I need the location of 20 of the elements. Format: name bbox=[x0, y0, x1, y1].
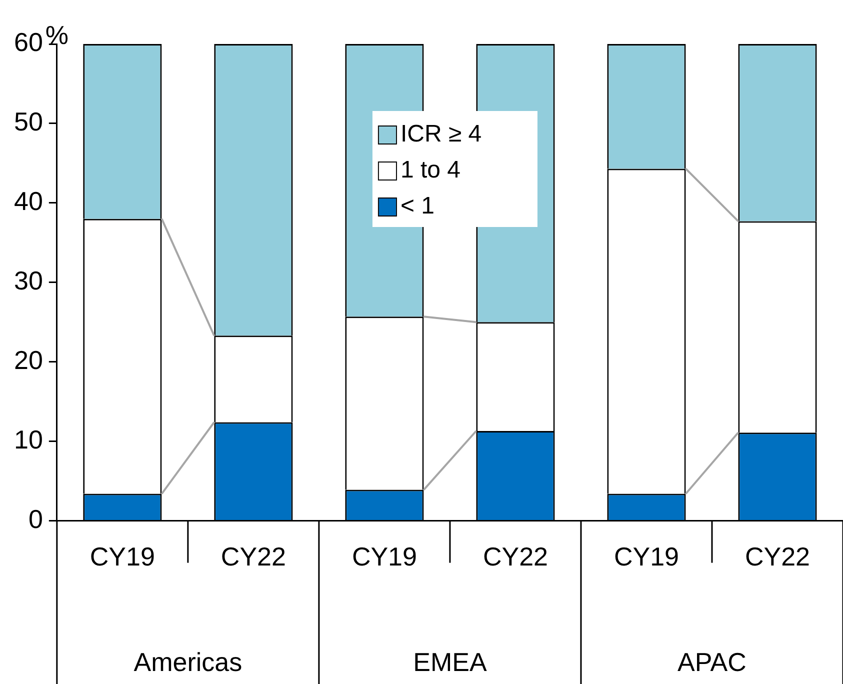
x-tick-label: CY22 bbox=[482, 542, 548, 572]
y-tick-label: 40 bbox=[14, 186, 43, 216]
y-tick-label: 50 bbox=[14, 106, 43, 137]
legend-label: ICR ≥ 4 bbox=[400, 120, 482, 148]
text: APAC bbox=[678, 647, 746, 678]
x-tick-label: CY19 bbox=[614, 542, 680, 572]
x-tick-label: CY22 bbox=[220, 542, 286, 572]
y-tick-label: 60 bbox=[14, 27, 43, 58]
text: Americas bbox=[134, 647, 242, 678]
legend-label: < 1 bbox=[400, 192, 434, 220]
y-tick-label: 10 bbox=[14, 424, 43, 455]
y-axis-title: % bbox=[45, 20, 68, 50]
y-tick-label: 30 bbox=[14, 266, 43, 296]
y-tick-label: 20 bbox=[14, 345, 43, 376]
y-tick-label: 0 bbox=[28, 504, 43, 534]
x-tick-label: CY19 bbox=[352, 542, 417, 572]
x-tick-label: CY19 bbox=[90, 542, 155, 572]
text: EMEA bbox=[413, 647, 488, 678]
x-tick-label: CY22 bbox=[744, 542, 810, 572]
legend-label: 1 to 4 bbox=[400, 156, 461, 184]
